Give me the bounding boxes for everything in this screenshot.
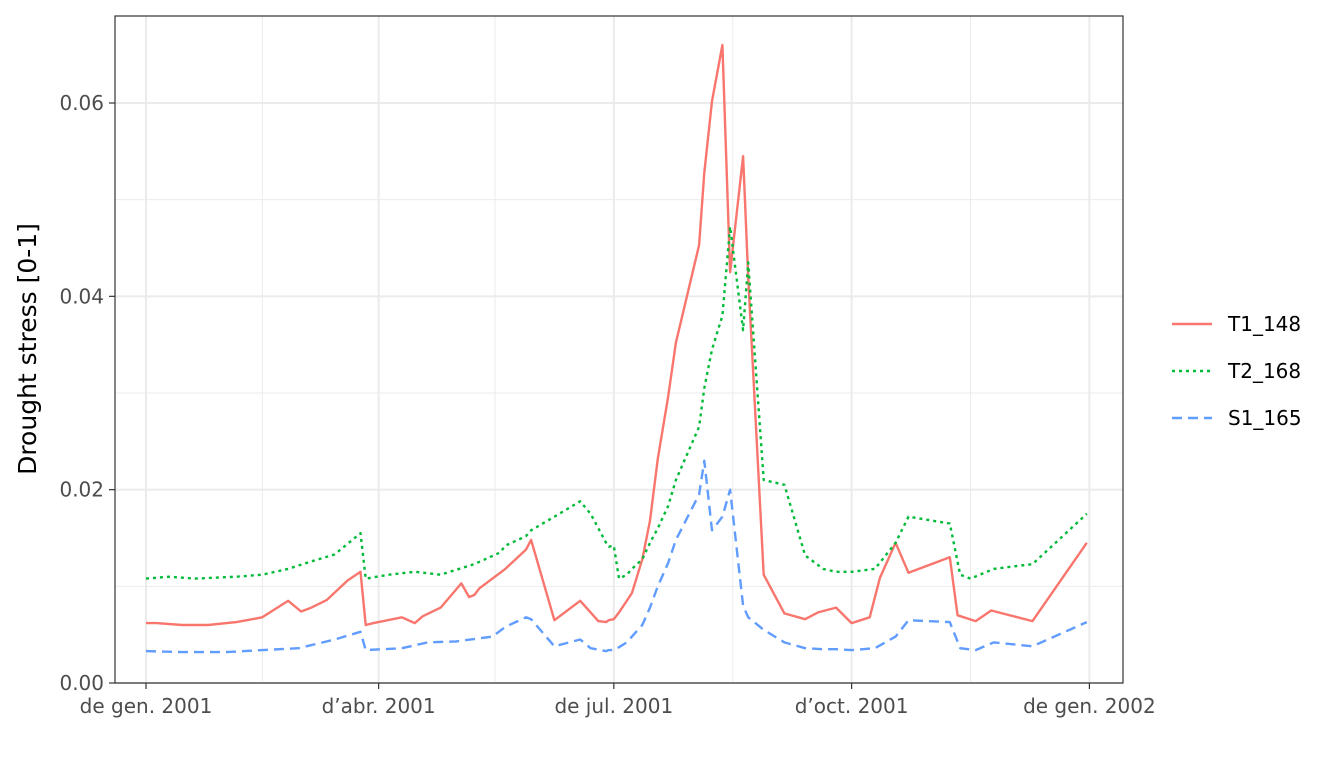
x-tick-label: de gen. 2002 bbox=[1023, 694, 1156, 718]
x-tick-label: de jul. 2001 bbox=[554, 694, 673, 718]
x-tick-label: de gen. 2001 bbox=[80, 694, 213, 718]
series-line-t1-148 bbox=[146, 43, 1088, 627]
legend-label: T2_168 bbox=[1227, 359, 1301, 383]
y-axis-title: Drought stress [0-1] bbox=[13, 223, 42, 475]
series-line-t2-168 bbox=[145, 225, 1088, 580]
series-lines bbox=[145, 43, 1088, 654]
legend-label: T1_148 bbox=[1227, 312, 1301, 336]
x-tick-label: d’abr. 2001 bbox=[322, 694, 436, 718]
y-tick-label: 0.00 bbox=[59, 671, 104, 695]
minor-gridlines bbox=[115, 16, 1123, 683]
y-tick-label: 0.04 bbox=[59, 284, 104, 308]
y-axis: 0.00 0.02 0.04 0.06 bbox=[59, 91, 115, 695]
legend: T1_148 T2_168 S1_165 bbox=[1172, 312, 1302, 430]
major-gridlines bbox=[115, 16, 1123, 684]
series-line-s1-165 bbox=[145, 459, 1088, 654]
y-tick-label: 0.02 bbox=[59, 478, 104, 502]
x-tick-label: d’oct. 2001 bbox=[795, 694, 909, 718]
x-axis: de gen. 2001 d’abr. 2001 de jul. 2001 d’oct… bbox=[80, 683, 1156, 718]
y-tick-label: 0.06 bbox=[59, 91, 104, 115]
plot-panel-border bbox=[114, 15, 1124, 684]
legend-label: S1_165 bbox=[1228, 406, 1302, 430]
